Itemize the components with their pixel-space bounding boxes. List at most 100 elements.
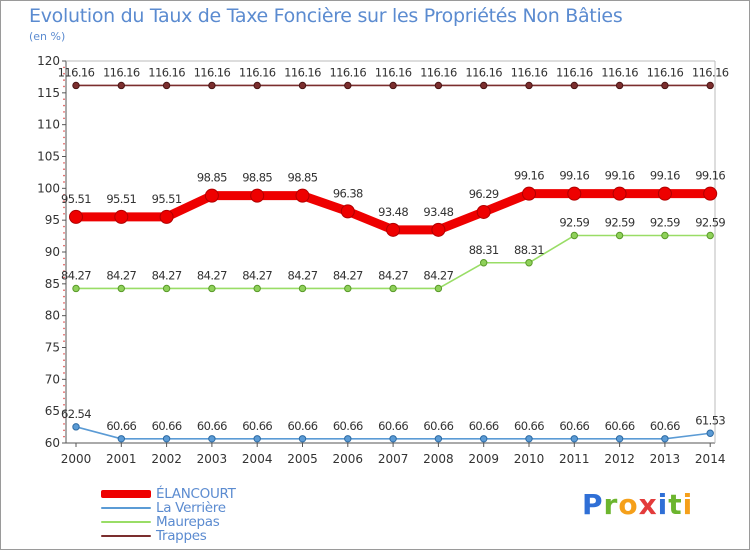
x-tick-label: 2004 xyxy=(242,452,273,466)
data-point xyxy=(250,188,265,203)
data-label: 93.48 xyxy=(378,205,408,219)
data-label: 99.16 xyxy=(514,169,544,183)
legend-item-trappes[interactable]: Trappes xyxy=(101,529,236,543)
data-point xyxy=(162,81,171,90)
data-label: 92.59 xyxy=(650,216,680,230)
data-label: 60.66 xyxy=(197,419,227,433)
data-point xyxy=(615,435,624,443)
data-point xyxy=(162,435,171,443)
data-point xyxy=(612,186,627,201)
y-minor-tick xyxy=(63,257,65,260)
y-minor-tick xyxy=(63,244,65,247)
y-minor-tick xyxy=(63,327,65,330)
y-minor-tick xyxy=(63,384,65,387)
data-point xyxy=(162,284,171,293)
data-label: 84.27 xyxy=(423,268,453,282)
x-tick-label: 2003 xyxy=(197,452,228,466)
data-point xyxy=(298,435,307,443)
data-label: 84.27 xyxy=(378,268,408,282)
data-point xyxy=(661,231,669,240)
data-point xyxy=(117,81,126,90)
data-point xyxy=(567,186,582,201)
data-label: 60.66 xyxy=(333,419,363,433)
y-minor-tick xyxy=(63,130,65,132)
data-label: 60.66 xyxy=(378,419,408,433)
x-tick-label: 2008 xyxy=(423,452,454,466)
data-point xyxy=(208,81,216,90)
data-label: 116.16 xyxy=(511,65,548,79)
data-label: 99.16 xyxy=(605,169,635,183)
data-label: 60.66 xyxy=(152,419,182,433)
data-label: 84.27 xyxy=(197,268,227,282)
data-label: 60.66 xyxy=(469,419,499,433)
data-label: 61.53 xyxy=(695,413,725,427)
data-point xyxy=(522,186,536,201)
data-label: 116.16 xyxy=(194,65,231,79)
data-label: 60.66 xyxy=(605,419,635,433)
data-label: 88.31 xyxy=(514,243,544,257)
y-minor-tick xyxy=(63,181,65,183)
data-point xyxy=(525,81,533,90)
legend-item-la-verriere[interactable]: La Verrière xyxy=(101,501,236,515)
chart-title: Evolution du Taux de Taxe Foncière sur l… xyxy=(29,5,623,27)
legend-swatch xyxy=(101,490,151,498)
data-point xyxy=(386,222,401,237)
data-point xyxy=(208,435,216,443)
data-label: 84.27 xyxy=(333,268,363,282)
data-point xyxy=(480,435,488,443)
data-point xyxy=(480,259,488,267)
y-minor-tick xyxy=(63,429,65,432)
legend-item-elancourt[interactable]: ÉLANCOURT xyxy=(101,487,236,501)
data-point xyxy=(208,284,216,293)
data-point xyxy=(661,435,669,443)
data-label: 99.16 xyxy=(695,169,725,183)
y-minor-tick xyxy=(63,232,65,234)
proxiti-logo: Proxiti xyxy=(582,488,693,521)
y-minor-tick xyxy=(63,193,65,196)
data-point xyxy=(389,284,397,293)
data-label: 84.27 xyxy=(106,268,136,282)
x-tick-label: 2014 xyxy=(695,452,726,466)
y-minor-tick xyxy=(63,270,65,272)
data-point xyxy=(434,435,443,443)
data-point xyxy=(117,435,126,443)
data-label: 116.16 xyxy=(465,65,502,79)
y-minor-tick xyxy=(63,72,65,75)
data-label: 116.16 xyxy=(556,65,593,79)
x-tick-label: 2006 xyxy=(333,452,364,466)
data-point xyxy=(570,435,578,443)
data-label: 95.51 xyxy=(152,192,182,206)
data-point xyxy=(159,209,174,224)
y-minor-tick xyxy=(63,397,65,400)
data-point xyxy=(253,284,261,293)
data-point xyxy=(570,81,578,90)
data-label: 99.16 xyxy=(650,169,680,183)
legend: ÉLANCOURT La Verrière Maurepas Trappes xyxy=(101,487,236,543)
data-point xyxy=(295,188,310,203)
y-minor-tick xyxy=(63,276,65,279)
y-minor-tick xyxy=(63,142,65,145)
y-tick-label: 75 xyxy=(45,341,60,355)
data-point xyxy=(525,435,533,443)
logo-letter: r xyxy=(603,488,619,521)
legend-item-maurepas[interactable]: Maurepas xyxy=(101,515,236,529)
x-tick-label: 2005 xyxy=(287,452,318,466)
logo-letter: i xyxy=(657,488,669,521)
y-minor-tick xyxy=(63,423,65,425)
y-minor-tick xyxy=(63,365,65,368)
y-tick-label: 60 xyxy=(45,436,60,450)
y-minor-tick xyxy=(63,295,65,298)
legend-label: ÉLANCOURT xyxy=(156,486,236,502)
y-minor-tick xyxy=(63,206,65,209)
legend-swatch xyxy=(101,521,151,523)
y-minor-tick xyxy=(63,333,65,336)
y-minor-tick xyxy=(63,66,65,69)
x-tick-label: 2002 xyxy=(151,452,182,466)
y-minor-tick xyxy=(63,391,65,393)
data-point xyxy=(657,186,672,201)
y-minor-tick xyxy=(63,302,65,304)
y-minor-tick xyxy=(63,117,65,120)
data-label: 93.48 xyxy=(423,205,453,219)
data-label: 60.66 xyxy=(106,419,136,433)
